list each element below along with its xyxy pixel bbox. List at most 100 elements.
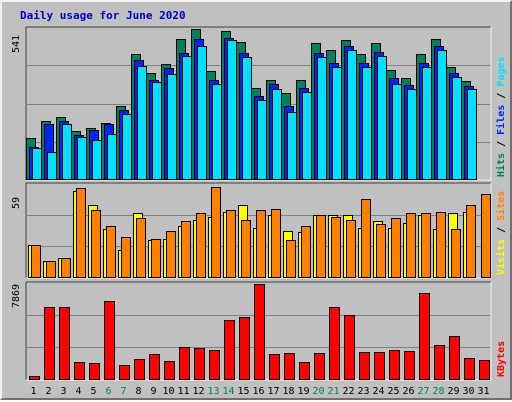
bar-sites-day-22 — [346, 220, 356, 278]
bar-pages-day-18 — [287, 112, 297, 180]
day-label-30: 30 — [462, 386, 474, 397]
bar-kbytes-day-30 — [464, 358, 475, 380]
bar-kbytes-day-27 — [419, 293, 430, 380]
bar-kbytes-day-28 — [434, 345, 445, 380]
bar-sites-day-10 — [166, 231, 176, 278]
bar-sites-day-3 — [61, 258, 71, 278]
legend-entry: / — [496, 134, 507, 153]
legend-kbytes: KBytes — [496, 341, 507, 377]
bar-sites-day-5 — [91, 210, 101, 278]
bar-sites-day-9 — [151, 239, 161, 278]
bar-pages-day-13 — [212, 84, 222, 180]
day-label-8: 8 — [135, 386, 141, 397]
ymax-label-visits-sites: 59 — [11, 196, 22, 209]
bar-pages-day-15 — [242, 57, 252, 180]
bar-sites-day-29 — [451, 229, 461, 278]
bar-kbytes-day-8 — [134, 359, 145, 380]
bar-pages-day-21 — [332, 67, 342, 180]
day-label-2: 2 — [45, 386, 51, 397]
day-label-5: 5 — [90, 386, 96, 397]
ymax-label-kbytes: 7869 — [11, 283, 22, 308]
bar-pages-day-16 — [257, 100, 267, 180]
day-label-27: 27 — [417, 386, 429, 397]
day-label-14: 14 — [222, 386, 234, 397]
bar-sites-day-11 — [181, 221, 191, 278]
bar-kbytes-day-15 — [239, 317, 250, 380]
bar-kbytes-day-1 — [29, 376, 40, 380]
bar-pages-day-23 — [362, 67, 372, 180]
bar-sites-day-18 — [286, 240, 296, 278]
bar-sites-day-28 — [436, 212, 446, 278]
legend-hits-files-pages: Hits / Files / Pages — [496, 57, 507, 177]
bar-pages-day-22 — [347, 50, 357, 180]
bar-sites-day-12 — [196, 213, 206, 278]
bar-pages-day-27 — [422, 67, 432, 180]
bar-kbytes-day-13 — [209, 350, 220, 380]
bar-sites-day-17 — [271, 209, 281, 278]
legend-visits-sites: Visits / Sites — [496, 191, 507, 275]
bar-pages-day-6 — [107, 134, 117, 180]
bar-pages-day-7 — [122, 114, 132, 180]
bar-sites-day-20 — [316, 215, 326, 278]
bar-kbytes-day-3 — [59, 307, 70, 380]
bar-sites-day-14 — [226, 210, 236, 278]
day-label-10: 10 — [162, 386, 174, 397]
day-label-15: 15 — [237, 386, 249, 397]
bar-sites-day-16 — [256, 210, 266, 278]
bar-kbytes-day-17 — [269, 354, 280, 380]
legend-entry: KBytes — [496, 340, 507, 377]
bar-sites-day-23 — [361, 199, 371, 278]
bar-kbytes-day-23 — [359, 352, 370, 380]
bar-pages-day-2 — [47, 152, 57, 180]
bar-pages-day-9 — [152, 82, 162, 180]
legend-entry: / — [496, 86, 507, 105]
bar-sites-day-4 — [76, 188, 86, 278]
legend-entry: Sites — [496, 190, 507, 221]
day-label-29: 29 — [447, 386, 459, 397]
bar-pages-day-28 — [437, 50, 447, 180]
bar-pages-day-1 — [32, 148, 42, 180]
day-label-4: 4 — [75, 386, 81, 397]
bar-sites-day-2 — [46, 261, 56, 278]
legend-entry: Hits — [496, 152, 507, 177]
day-label-13: 13 — [207, 386, 219, 397]
bar-pages-day-17 — [272, 89, 282, 180]
bar-kbytes-day-19 — [299, 362, 310, 380]
legend-entry: Visits — [496, 238, 507, 275]
bar-kbytes-day-10 — [164, 361, 175, 380]
bar-kbytes-day-24 — [374, 352, 385, 380]
chart-title: Daily usage for June 2020 — [20, 9, 186, 22]
bar-kbytes-day-21 — [329, 307, 340, 380]
bar-pages-day-11 — [182, 56, 192, 180]
day-label-31: 31 — [477, 386, 489, 397]
bar-sites-day-15 — [241, 220, 251, 278]
bar-pages-day-20 — [317, 57, 327, 180]
bar-sites-day-26 — [406, 213, 416, 278]
bar-sites-day-24 — [376, 224, 386, 278]
bar-kbytes-day-11 — [179, 347, 190, 380]
day-label-23: 23 — [357, 386, 369, 397]
bar-pages-day-19 — [302, 92, 312, 180]
bar-kbytes-day-14 — [224, 320, 235, 380]
bar-kbytes-day-12 — [194, 348, 205, 380]
day-label-17: 17 — [267, 386, 279, 397]
bar-pages-day-4 — [77, 137, 87, 180]
bar-kbytes-day-16 — [254, 284, 265, 380]
bar-pages-day-3 — [62, 124, 72, 180]
day-label-20: 20 — [312, 386, 324, 397]
bar-sites-day-21 — [331, 217, 341, 278]
day-label-3: 3 — [60, 386, 66, 397]
day-label-7: 7 — [120, 386, 126, 397]
day-label-9: 9 — [150, 386, 156, 397]
bar-sites-day-31 — [481, 194, 491, 278]
bar-kbytes-day-25 — [389, 350, 400, 380]
day-label-21: 21 — [327, 386, 339, 397]
bar-pages-day-30 — [467, 89, 477, 180]
bar-kbytes-day-2 — [44, 307, 55, 380]
bar-sites-day-6 — [106, 226, 116, 278]
legend-entry: / — [496, 220, 507, 239]
bar-sites-day-19 — [301, 226, 311, 278]
bar-kbytes-day-7 — [119, 365, 130, 380]
